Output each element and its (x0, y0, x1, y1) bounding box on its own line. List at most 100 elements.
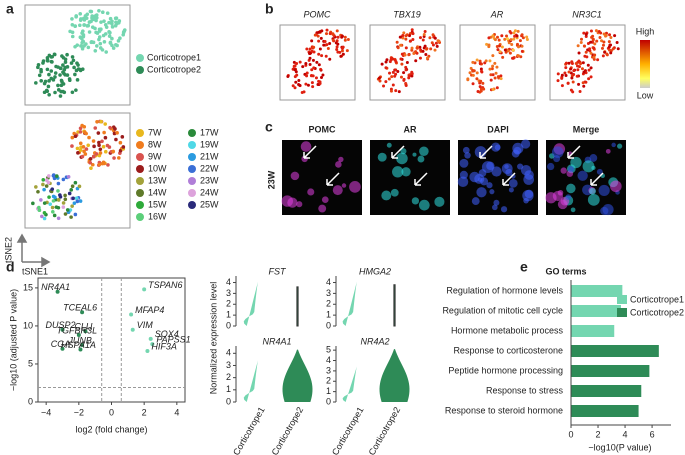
y-tick-label: 3 (326, 288, 331, 298)
cell-blob (459, 158, 469, 168)
gene-label: HIF3A (151, 341, 177, 351)
colorbar (640, 40, 650, 88)
cell-dot (382, 84, 386, 88)
gene-point (80, 342, 85, 347)
cell-dot (513, 29, 517, 33)
cell-dot (384, 80, 388, 84)
cell-blob (400, 148, 407, 155)
cell-dot (70, 22, 75, 27)
legend-label: 21W (200, 151, 219, 161)
cell-dot (556, 72, 560, 76)
cell-dot (49, 69, 54, 73)
legend-dot (136, 165, 144, 173)
violin (342, 366, 357, 402)
bar (571, 345, 659, 357)
cell-dot (78, 141, 83, 146)
cell-dot (312, 45, 316, 49)
cell-dot (50, 205, 55, 210)
cell-dot (80, 46, 85, 51)
cell-dot (404, 46, 408, 50)
cell-dot (385, 58, 389, 62)
cell-dot (433, 36, 437, 40)
cell-blob (492, 204, 498, 211)
cell-dot (407, 74, 411, 78)
cell-blob (462, 146, 470, 154)
cell-dot (70, 55, 75, 59)
gene-label: NR4A1 (41, 282, 70, 292)
cell-dot (52, 213, 57, 218)
cell-dot (117, 19, 122, 23)
cell-blob (505, 168, 513, 177)
cell-dot (93, 126, 98, 130)
cell-dot (106, 163, 110, 167)
gene-label: TCEAL6 (63, 303, 97, 313)
cell-dot (500, 34, 504, 38)
cell-dot (298, 60, 302, 64)
cell-dot (70, 184, 75, 188)
tsne-box (24, 4, 131, 106)
cell-dot (493, 61, 497, 65)
cell-dot (499, 74, 503, 78)
gene-label: JUNB (67, 335, 92, 345)
cell-blob (589, 154, 598, 162)
cell-dot (104, 50, 108, 54)
cell-dot (98, 151, 103, 155)
y-tick-label: 0 (28, 396, 33, 406)
cell-dot (45, 89, 50, 94)
cell-dot (310, 81, 314, 85)
cell-blob (489, 189, 495, 195)
y-tick-label: 10 (23, 320, 33, 330)
gene-point (142, 287, 147, 292)
cell-blob (457, 176, 469, 188)
cell-dot (75, 78, 80, 82)
cell-dot (588, 47, 592, 51)
cell-dot (80, 123, 84, 128)
cell-dot (485, 42, 489, 46)
cell-dot (584, 80, 588, 84)
cell-dot (105, 143, 110, 148)
cell-dot (399, 43, 403, 47)
cell-dot (292, 60, 296, 64)
cell-dot (79, 36, 84, 41)
cell-dot (293, 75, 297, 79)
cell-blob (338, 156, 344, 163)
cell-blob (321, 196, 329, 204)
axis-label: tSNE2 (3, 237, 13, 263)
cell-dot (410, 46, 414, 50)
cell-dot (47, 72, 51, 77)
cell-blob (520, 139, 531, 149)
cell-dot (601, 43, 605, 47)
cell-dot (308, 51, 312, 55)
cell-dot (70, 34, 75, 39)
cell-dot (319, 67, 323, 71)
cell-dot (598, 35, 602, 39)
y-tick-label: 1 (326, 386, 331, 396)
panel-label: d (6, 259, 15, 275)
cell-dot (70, 144, 74, 148)
gene-point (130, 327, 135, 332)
cell-dot (341, 52, 345, 56)
cell-dot (411, 38, 415, 42)
cell-dot (36, 189, 40, 194)
cell-dot (54, 205, 59, 209)
gene-label: MFAP4 (135, 305, 164, 315)
cell-dot (615, 41, 619, 45)
cell-dot (581, 81, 585, 85)
cell-dot (82, 23, 87, 27)
cell-dot (421, 49, 425, 53)
category-label: Response to steroid hormone (445, 405, 563, 415)
x-tick-label: Corticotrope1 (330, 405, 366, 455)
cell-dot (609, 36, 613, 40)
cell-blob (471, 197, 480, 205)
cell-blob (570, 207, 576, 213)
cell-dot (90, 16, 94, 20)
cell-dot (76, 151, 80, 155)
legend-swatch (617, 295, 627, 304)
cell-dot (567, 70, 571, 74)
cell-dot (423, 30, 427, 34)
y-axis-label: Normalized expression level (208, 282, 218, 395)
cell-dot (75, 199, 80, 204)
cell-dot (498, 50, 502, 54)
cell-dot (320, 76, 324, 80)
cell-dot (560, 73, 564, 77)
